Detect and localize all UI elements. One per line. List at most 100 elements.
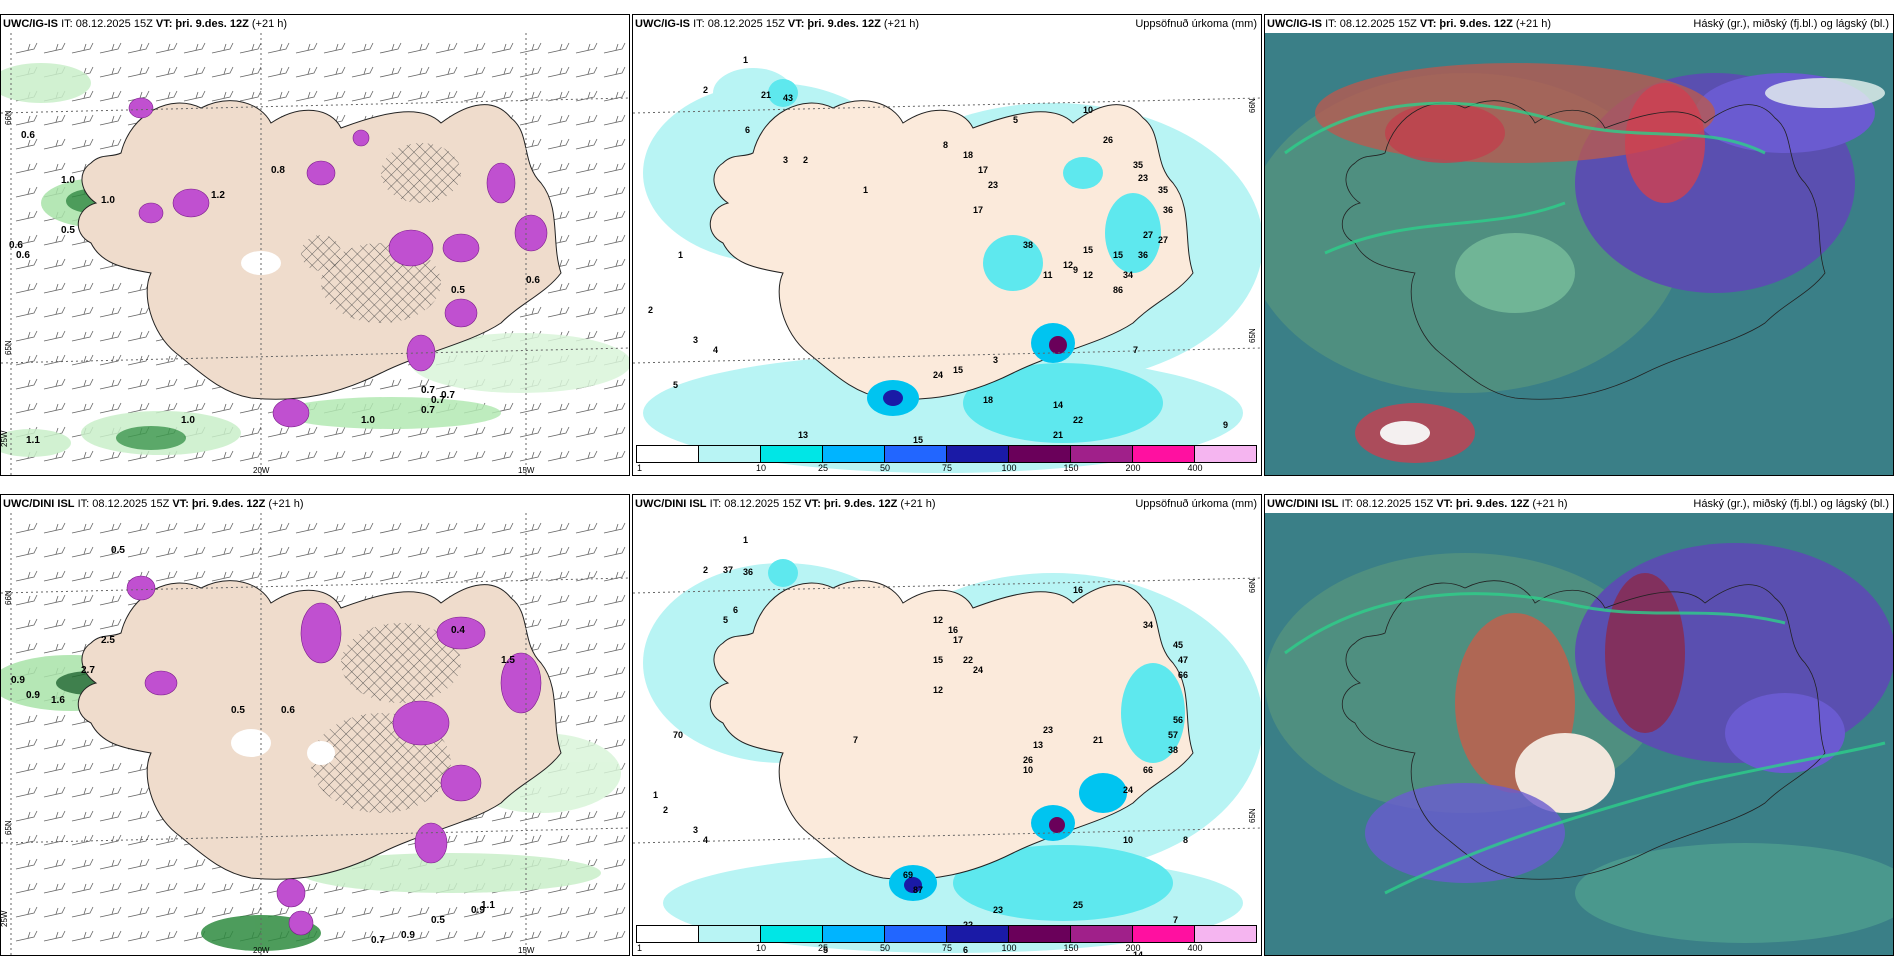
wind-barb — [239, 522, 262, 534]
value-label: 1.1 — [481, 900, 495, 911]
wind-barb — [15, 234, 38, 246]
value-label: 0.6 — [21, 130, 35, 141]
wind-barb — [127, 522, 150, 534]
lon-label: 20W — [253, 946, 270, 955]
lead-time: (+21 h) — [1532, 498, 1568, 510]
colorbar-swatch — [1008, 925, 1071, 943]
value-label: 0.9 — [26, 690, 40, 701]
wind-barb — [43, 42, 66, 54]
wind-barb — [547, 810, 570, 822]
wind-barb — [99, 858, 122, 870]
wind-barb — [519, 42, 542, 54]
value-label: 2.5 — [101, 635, 115, 646]
panel-wind-dini: UWC/DINI ISL IT: 08.12.2025 15Z VT: þri.… — [0, 494, 630, 956]
lat-label: 66N — [4, 590, 13, 605]
precip-colorbar: 1 10 25 50 75 100 150 200 400 — [636, 925, 1257, 953]
wind-barb — [323, 42, 346, 54]
wind-barb — [575, 90, 598, 102]
value-label: 36 — [743, 567, 753, 577]
wind-barb — [407, 426, 430, 438]
wind-barb — [71, 786, 94, 798]
lead-time: (+21 h) — [883, 18, 920, 30]
wind-barb — [435, 570, 458, 582]
wind-barb — [463, 570, 486, 582]
wind-barb — [575, 594, 598, 606]
wind-barb — [491, 570, 514, 582]
wind-barb — [323, 66, 346, 78]
colorbar-tick: 10 — [755, 943, 767, 953]
wind-barb — [295, 522, 318, 534]
wind-barb — [71, 114, 94, 126]
valid-time: þri. 9.des. 12Z — [1455, 498, 1530, 510]
value-label: 5 — [1013, 115, 1018, 125]
wind-barb — [351, 378, 374, 390]
wind-barb — [15, 762, 38, 774]
wind-barb — [575, 66, 598, 78]
wind-barb — [183, 882, 206, 894]
colorbar-swatch — [760, 925, 823, 943]
wind-value-labels: 0.60.50.60.60.81.21.01.10.70.71.01.00.50… — [9, 130, 540, 446]
lon-label: 15W — [518, 466, 535, 475]
wind-barb — [603, 858, 626, 870]
wind-barb — [547, 834, 570, 846]
wind-barb — [603, 330, 626, 342]
wind-barb — [603, 450, 626, 462]
wind-barb — [295, 546, 318, 558]
wind-barb — [547, 426, 570, 438]
value-label: 66 — [1178, 670, 1188, 680]
value-label: 10 — [1083, 105, 1093, 115]
wind-barb — [15, 402, 38, 414]
wind-barb — [379, 450, 402, 462]
wind-barb — [99, 594, 122, 606]
colorbar-tick: 75 — [941, 943, 953, 953]
value-label: 26 — [1103, 135, 1113, 145]
value-label: 24 — [933, 370, 943, 380]
value-label: 1 — [678, 250, 683, 260]
wind-barb — [155, 378, 178, 390]
value-label: 23 — [1043, 725, 1053, 735]
lon-label: 20W — [253, 466, 270, 475]
wind-barb — [407, 522, 430, 534]
wind-barb — [603, 786, 626, 798]
value-label: 12 — [933, 685, 943, 695]
wind-barb — [575, 546, 598, 558]
wind-barb — [127, 306, 150, 318]
value-label: 0.5 — [431, 915, 445, 926]
wind-barb — [183, 42, 206, 54]
wind-barb — [435, 42, 458, 54]
value-label: 14 — [1053, 400, 1063, 410]
value-label: 6 — [733, 605, 738, 615]
wind-barb — [239, 90, 262, 102]
wind-barb — [15, 354, 38, 366]
wind-value-labels: 0.50.92.52.70.9 1.60.7 0.90.50.91.10.5 0.60… — [11, 545, 515, 946]
value-label: 0.6 — [281, 705, 295, 716]
wind-barb — [267, 546, 290, 558]
wind-barb — [71, 618, 94, 630]
wind-barb — [435, 450, 458, 462]
wind-barb — [155, 906, 178, 918]
lead-time: (+21 h) — [251, 18, 288, 30]
wind-barb — [295, 570, 318, 582]
wind-barb — [519, 402, 542, 414]
lat-label: 65N — [4, 820, 13, 835]
value-label: 0.9 — [471, 905, 485, 916]
wind-barb — [15, 378, 38, 390]
wind-barb — [491, 90, 514, 102]
value-label: 56 — [1173, 715, 1183, 725]
wind-barb — [43, 162, 66, 174]
wind-barb — [71, 306, 94, 318]
wind-barb — [603, 42, 626, 54]
wind-barb — [463, 522, 486, 534]
wind-barb — [127, 834, 150, 846]
wind-barb — [15, 882, 38, 894]
wind-barb — [15, 42, 38, 54]
wind-barb — [71, 258, 94, 270]
wind-barb — [351, 522, 374, 534]
colorbar-swatch — [1008, 445, 1071, 463]
model-name: UWC/DINI ISL — [635, 498, 707, 510]
wind-barb — [603, 618, 626, 630]
wind-barb — [15, 330, 38, 342]
